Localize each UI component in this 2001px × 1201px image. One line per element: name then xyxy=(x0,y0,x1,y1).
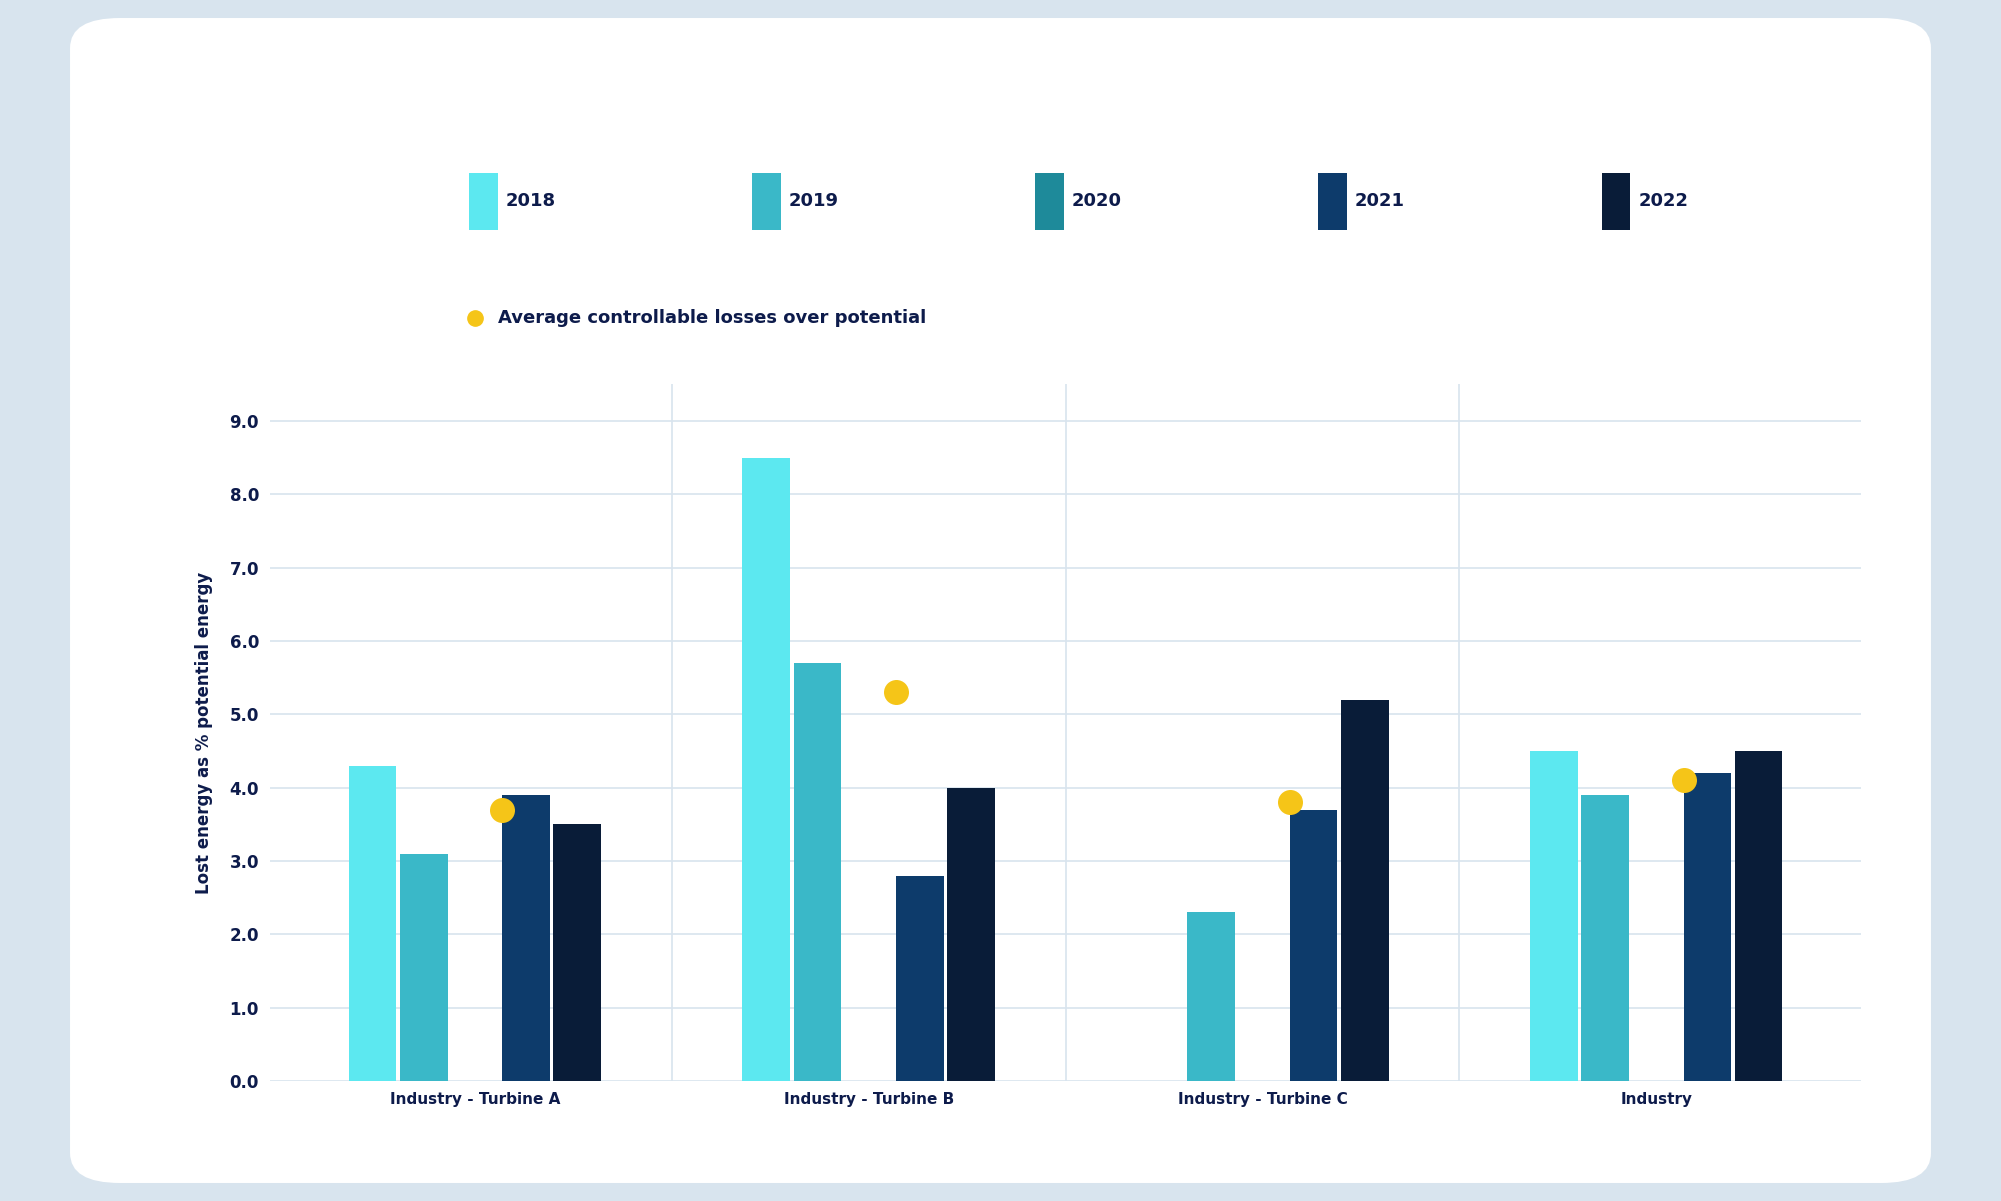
Bar xyxy=(1291,809,1337,1081)
FancyBboxPatch shape xyxy=(1035,173,1065,229)
Bar xyxy=(1735,751,1783,1081)
Text: Average controllable losses over potential: Average controllable losses over potenti… xyxy=(498,309,926,327)
Bar xyxy=(1341,700,1389,1081)
Y-axis label: Lost energy as % potential energy: Lost energy as % potential energy xyxy=(194,572,212,894)
Text: 2018: 2018 xyxy=(506,192,556,210)
Bar xyxy=(1531,751,1577,1081)
Text: 2019: 2019 xyxy=(788,192,838,210)
Bar xyxy=(502,795,550,1081)
Bar xyxy=(348,765,396,1081)
Text: 2021: 2021 xyxy=(1355,192,1405,210)
FancyBboxPatch shape xyxy=(70,18,1931,1183)
Bar xyxy=(554,824,600,1081)
Bar xyxy=(896,876,944,1081)
Bar xyxy=(1187,913,1235,1081)
Bar xyxy=(1581,795,1629,1081)
Text: 2020: 2020 xyxy=(1073,192,1123,210)
Bar xyxy=(742,458,790,1081)
Bar xyxy=(946,788,994,1081)
Bar xyxy=(1683,773,1731,1081)
FancyBboxPatch shape xyxy=(752,173,780,229)
FancyBboxPatch shape xyxy=(1601,173,1631,229)
Bar xyxy=(794,663,840,1081)
Bar xyxy=(400,854,448,1081)
FancyBboxPatch shape xyxy=(468,173,498,229)
FancyBboxPatch shape xyxy=(1319,173,1347,229)
Text: 2022: 2022 xyxy=(1639,192,1689,210)
